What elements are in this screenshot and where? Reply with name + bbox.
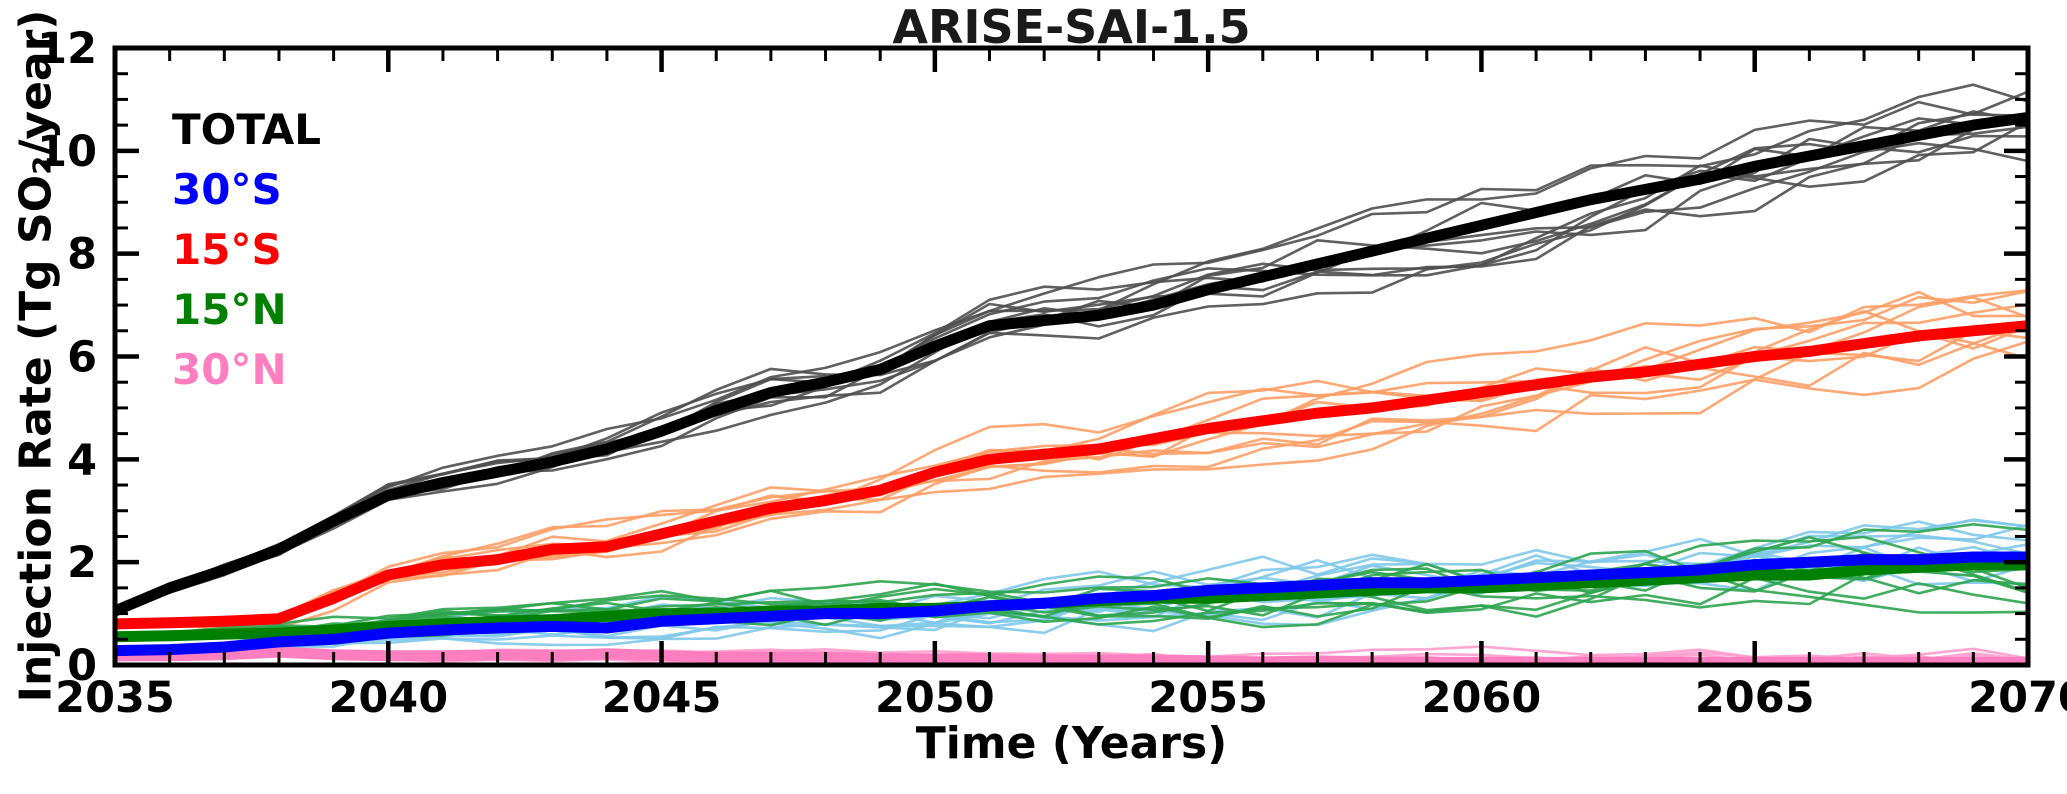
svg-text:12: 12 <box>37 24 97 74</box>
legend-item-total: TOTAL <box>172 105 322 154</box>
x-axis-label: Time (Years) <box>915 718 1228 769</box>
legend-item-15s: 15°S <box>172 225 282 274</box>
legend: TOTAL 30°S 15°S 15°N 30°N <box>172 100 321 400</box>
svg-text:6: 6 <box>67 333 97 383</box>
svg-text:2045: 2045 <box>602 673 722 723</box>
svg-text:8: 8 <box>67 230 97 280</box>
legend-item-30s: 30°S <box>172 165 282 214</box>
svg-text:2040: 2040 <box>328 673 448 723</box>
svg-text:2035: 2035 <box>55 673 175 723</box>
svg-text:4: 4 <box>67 435 97 485</box>
svg-text:10: 10 <box>37 127 97 177</box>
svg-text:2065: 2065 <box>1695 673 1815 723</box>
svg-text:2055: 2055 <box>1148 673 1268 723</box>
legend-item-15n: 15°N <box>172 285 287 334</box>
svg-text:2060: 2060 <box>1422 673 1542 723</box>
svg-text:2: 2 <box>67 538 97 588</box>
svg-text:2050: 2050 <box>875 673 995 723</box>
chart-title: ARISE-SAI-1.5 <box>892 0 1251 54</box>
svg-text:0: 0 <box>67 641 97 691</box>
legend-item-30n: 30°N <box>172 345 287 394</box>
